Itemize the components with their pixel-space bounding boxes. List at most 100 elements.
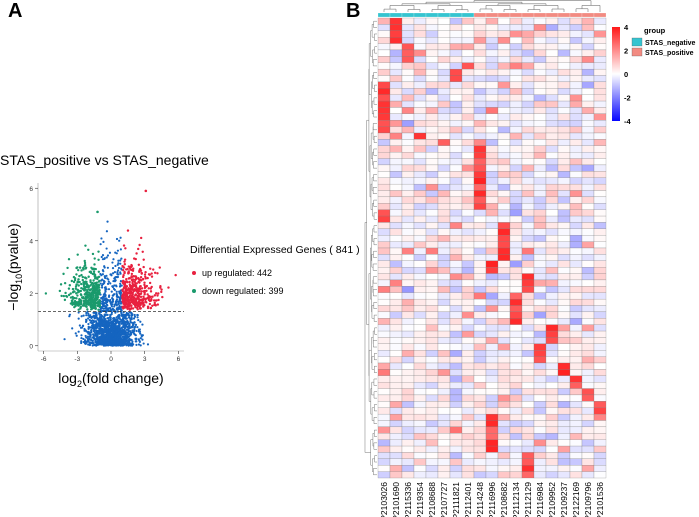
- heatmap-cell: [569, 465, 583, 472]
- heatmap-cell: [377, 228, 391, 236]
- heatmap-cell: [425, 43, 439, 51]
- heatmap-cell: [509, 356, 523, 364]
- heatmap-cell: [533, 388, 547, 396]
- heatmap-cell: [557, 401, 571, 408]
- ns-point: [105, 230, 109, 233]
- heatmap-cell: [521, 196, 535, 204]
- heatmap-cell: [413, 158, 427, 166]
- heatmap-cell: [533, 196, 547, 204]
- heatmap-cell: [521, 433, 535, 440]
- ns-point: [97, 342, 100, 345]
- heatmap-cell: [473, 362, 487, 370]
- heatmap-cell: [377, 126, 391, 134]
- down-point: [78, 274, 81, 278]
- ns-point: [106, 220, 109, 223]
- heatmap-cell: [557, 311, 571, 319]
- heatmap-cell: [413, 318, 427, 325]
- heatmap-cell: [401, 279, 415, 287]
- heatmap-cell: [389, 433, 403, 440]
- heatmap-cell: [509, 254, 523, 261]
- heatmap-cell: [533, 439, 547, 447]
- heatmap-cell: [473, 247, 487, 255]
- heatmap-cell: [497, 471, 511, 479]
- heatmap-cell: [389, 62, 403, 70]
- heatmap-cell: [377, 318, 391, 325]
- heatmap-cell: [449, 228, 463, 236]
- group-annotation-cell: [437, 12, 451, 18]
- heatmap-cell: [461, 445, 475, 453]
- heatmap-cell: [437, 62, 451, 70]
- heatmap-cell: [581, 43, 595, 51]
- heatmap-cell: [533, 75, 547, 83]
- column-label: P2112134: [511, 482, 521, 517]
- ns-point: [139, 344, 142, 347]
- heatmap-cell: [425, 267, 439, 274]
- heatmap-cell: [533, 120, 547, 127]
- heatmap-cell: [509, 81, 523, 89]
- heatmap-cell: [461, 292, 475, 300]
- ns-point: [111, 337, 115, 341]
- ns-point: [87, 325, 90, 329]
- heatmap-cell: [449, 145, 463, 153]
- ns-point: [102, 324, 105, 328]
- heatmap-cell: [509, 286, 523, 293]
- heatmap-cell: [521, 286, 535, 293]
- heatmap-cell: [569, 24, 583, 31]
- ns-point: [88, 319, 91, 322]
- heatmap-cell: [533, 30, 547, 38]
- heatmap-cell: [401, 17, 415, 25]
- ns-point: [99, 308, 102, 311]
- heatmap-cell: [377, 88, 391, 95]
- heatmap-cell: [497, 113, 511, 121]
- heatmap-cell: [413, 267, 427, 274]
- heatmap-cell: [389, 215, 403, 223]
- heatmap-cell: [545, 164, 559, 172]
- heatmap-cell: [569, 164, 583, 172]
- heatmap-cell: [473, 401, 487, 408]
- heatmap-cell: [533, 433, 547, 440]
- ns-point: [98, 337, 101, 340]
- heatmap-cell: [449, 350, 463, 357]
- heatmap-cell: [581, 113, 595, 121]
- heatmap-cell: [449, 260, 463, 268]
- ns-point: [119, 280, 123, 283]
- heatmap-cell: [401, 439, 415, 447]
- heatmap-cell: [509, 190, 523, 198]
- heatmap-cell: [449, 139, 463, 146]
- heatmap-cell: [389, 305, 403, 313]
- heatmap-cell: [425, 209, 439, 217]
- heatmap-cell: [581, 215, 595, 223]
- heatmap-cell: [473, 56, 487, 63]
- heatmap-cell: [545, 286, 559, 293]
- ns-point: [103, 257, 106, 261]
- down-point: [86, 290, 89, 294]
- heatmap-cell: [425, 452, 439, 459]
- heatmap-cell: [461, 209, 475, 217]
- heatmap-cell: [593, 132, 607, 140]
- heatmap-cell: [557, 94, 571, 102]
- heatmap-cell: [413, 247, 427, 255]
- heatmap-cell: [497, 100, 511, 108]
- heatmap-cell: [557, 152, 571, 159]
- heatmap-cell: [593, 209, 607, 217]
- heatmap-cell: [497, 401, 511, 408]
- heatmap-cell: [521, 452, 535, 459]
- heatmap-cell: [389, 286, 403, 293]
- ns-point: [129, 318, 132, 322]
- ns-point: [109, 333, 112, 336]
- heatmap-cell: [569, 445, 583, 453]
- heatmap-cell: [401, 209, 415, 217]
- heatmap-cell: [485, 88, 499, 95]
- heatmap-cell: [557, 407, 571, 415]
- ns-point: [106, 341, 109, 344]
- ns-point: [114, 320, 117, 323]
- heatmap-cell: [557, 273, 571, 281]
- heatmap-cell: [473, 292, 487, 300]
- ns-point: [110, 323, 114, 326]
- down-point: [93, 267, 96, 271]
- heatmap-cell: [569, 267, 583, 274]
- heatmap-cell: [425, 235, 439, 242]
- heatmap-cell: [521, 388, 535, 396]
- heatmap-cell: [437, 401, 451, 408]
- heatmap-cell: [581, 120, 595, 127]
